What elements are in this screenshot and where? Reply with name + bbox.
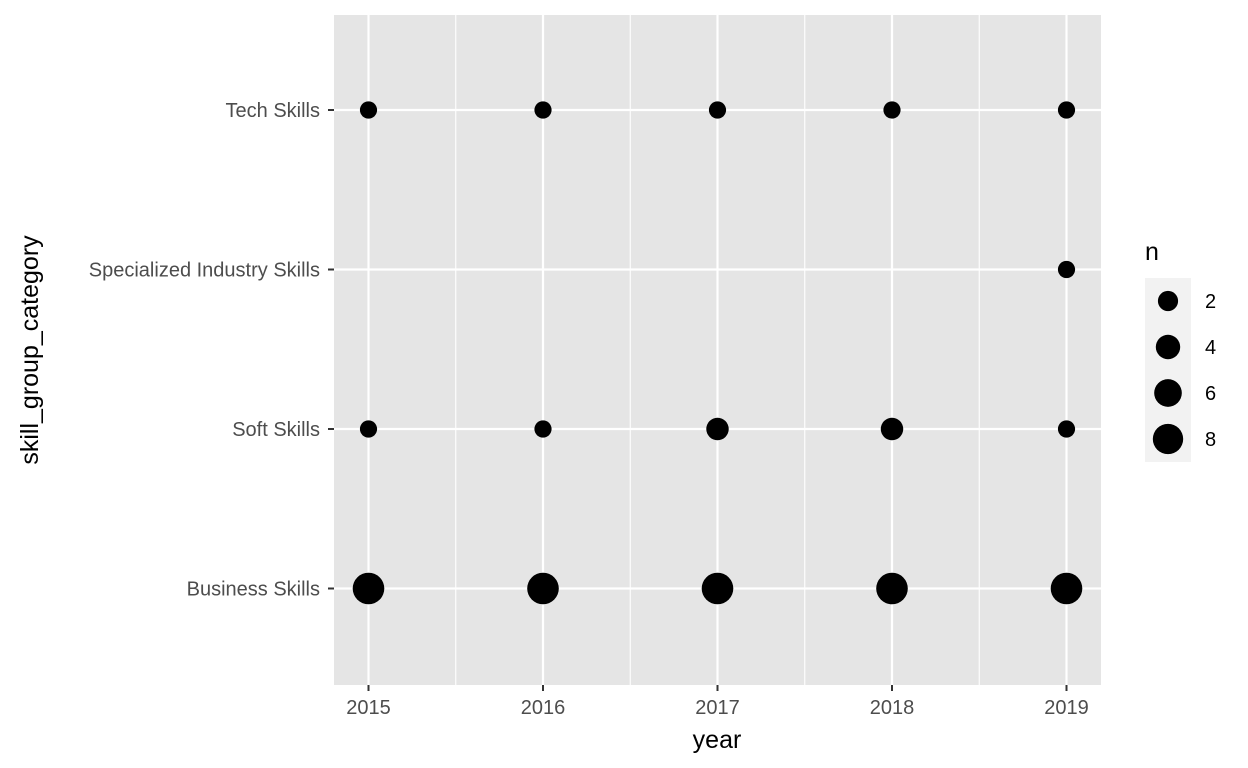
x-axis-title: year xyxy=(693,726,742,754)
size-legend: n 2 4 6 8 xyxy=(1145,238,1216,462)
x-axis: 2015 2016 2017 2018 2019 xyxy=(346,685,1089,719)
data-point xyxy=(701,572,734,605)
data-point xyxy=(1057,101,1076,119)
legend-label: 8 xyxy=(1205,429,1216,451)
x-tick-label: 2018 xyxy=(870,697,915,719)
legend-label: 2 xyxy=(1205,291,1216,313)
data-point xyxy=(534,101,552,119)
data-point xyxy=(359,420,378,438)
legend-title: n xyxy=(1145,238,1159,266)
data-point xyxy=(534,420,552,438)
data-point xyxy=(1057,260,1076,279)
data-point xyxy=(706,417,729,441)
legend-key-point xyxy=(1155,334,1181,360)
data-point xyxy=(527,572,559,605)
x-tick-label: 2015 xyxy=(346,697,391,719)
y-tick-label: Business Skills xyxy=(187,579,320,601)
x-tick-label: 2019 xyxy=(1044,697,1089,719)
legend-label: 6 xyxy=(1205,383,1216,405)
y-tick-label: Tech Skills xyxy=(226,100,320,122)
legend-key-point xyxy=(1154,379,1182,407)
y-tick-label: Soft Skills xyxy=(232,419,320,441)
legend-label: 4 xyxy=(1205,337,1216,359)
y-axis-title: skill_group_category xyxy=(16,235,44,465)
data-point xyxy=(880,417,904,441)
data-point xyxy=(1057,420,1076,438)
data-points xyxy=(352,101,1083,605)
x-tick-label: 2017 xyxy=(695,697,740,719)
data-point xyxy=(1050,572,1083,605)
minor-gridlines xyxy=(455,15,980,685)
x-tick-label: 2016 xyxy=(521,697,566,719)
data-point xyxy=(708,101,727,119)
data-point xyxy=(883,101,901,119)
y-tick-label: Specialized Industry Skills xyxy=(89,260,320,282)
data-point xyxy=(352,572,385,605)
legend-key-point xyxy=(1157,290,1179,312)
legend-key-point xyxy=(1152,423,1184,455)
y-axis: Business Skills Soft Skills Specialized In… xyxy=(89,100,334,601)
data-point xyxy=(876,572,908,605)
data-point xyxy=(359,101,378,119)
